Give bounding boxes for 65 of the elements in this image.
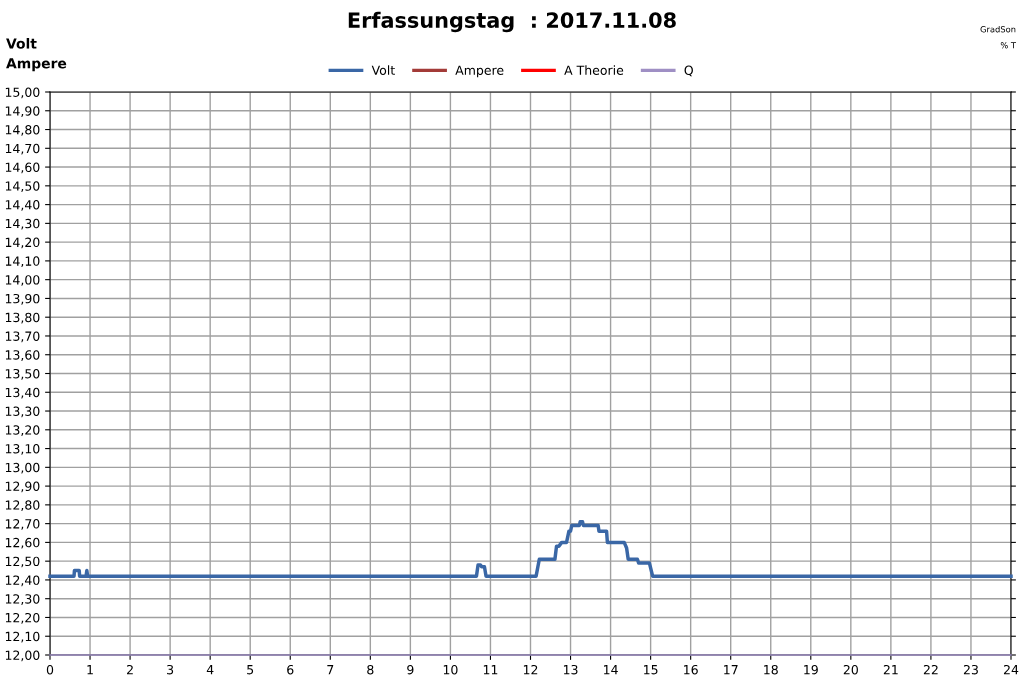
- x-tick-label: 3: [167, 664, 174, 675]
- x-tick-label: 2: [127, 664, 133, 675]
- y-tick-label: 13,20: [5, 425, 40, 436]
- y-tick-label: 12,20: [5, 612, 40, 624]
- x-tick-label: 6: [287, 664, 294, 675]
- x-tick-label: 16: [684, 664, 698, 675]
- y-tick-label: 12,00: [5, 650, 40, 662]
- y-tick-label: 13,60: [5, 350, 40, 361]
- y-tick-label: 12,50: [5, 556, 40, 568]
- y-tick-label: 12,60: [5, 537, 40, 549]
- x-tick-label: 24: [1003, 664, 1019, 675]
- y-tick-label: 14,50: [5, 181, 40, 193]
- y-tick-label: 14,30: [5, 218, 40, 230]
- y-tick-label: 14,60: [5, 162, 40, 174]
- x-tick-label: 0: [46, 664, 54, 675]
- x-tick-label: 18: [764, 664, 778, 675]
- x-tick-label: 7: [327, 665, 334, 675]
- y-tick-label: 12,10: [5, 631, 40, 643]
- y-tick-label: 13,70: [5, 331, 40, 343]
- x-tick-label: 4: [206, 665, 214, 675]
- x-tick-label: 22: [923, 664, 938, 675]
- y-tick-label: 13,90: [5, 293, 40, 305]
- y-tick-label: 12,80: [5, 500, 40, 512]
- legend-label: Q: [684, 65, 693, 77]
- legend-label: Ampere: [455, 65, 504, 78]
- x-tick-label: 11: [483, 665, 498, 675]
- legend-label: A Theorie: [564, 65, 624, 75]
- y-tick-label: 12,30: [5, 594, 40, 605]
- x-tick-label: 10: [443, 664, 458, 675]
- x-tick-label: 1: [87, 665, 93, 675]
- x-tick-label: 9: [407, 664, 414, 675]
- x-tick-label: 15: [644, 665, 658, 675]
- x-tick-label: 20: [843, 664, 858, 675]
- y-tick-label: 14,20: [5, 237, 40, 249]
- y-tick-label: 14,40: [5, 200, 40, 211]
- x-tick-label: 13: [563, 664, 578, 675]
- x-tick-label: 12: [523, 664, 538, 675]
- y-tick-label: 13,30: [5, 406, 40, 418]
- x-tick-label: 19: [804, 664, 818, 675]
- y-tick-label: 13,00: [5, 462, 40, 474]
- legend-label: Volt: [371, 65, 395, 75]
- y-tick-label: 13,10: [5, 444, 40, 455]
- y-tick-label: 14,70: [5, 143, 40, 155]
- y-axis-title: Volt Ampere: [6, 38, 67, 72]
- y-tick-label: 12,90: [5, 481, 40, 493]
- y-tick-label: 14,10: [5, 256, 40, 268]
- line-series: [48, 520, 1013, 578]
- y-tick-label: 15,00: [5, 87, 40, 99]
- y-tick-label: 12,70: [5, 519, 40, 530]
- y-tick-label: 13,80: [5, 312, 40, 324]
- x-tick-label: 14: [604, 665, 618, 675]
- x-tick-label: 8: [367, 664, 374, 675]
- y-tick-label: 13,40: [5, 387, 40, 399]
- text: GradSon: [980, 25, 1016, 33]
- chart-title: Erfassungstag : 2017.11.08: [348, 11, 676, 33]
- x-tick-label: 5: [247, 665, 254, 675]
- x-tick-label: 17: [724, 665, 738, 675]
- y-tick-label: 14,80: [5, 125, 40, 136]
- text: % T: [1000, 42, 1017, 49]
- y-tick-label: 13,50: [5, 368, 40, 380]
- x-tick-label: 23: [963, 664, 978, 675]
- y-tick-label: 14,00: [5, 275, 40, 286]
- x-tick-label: 21: [883, 664, 898, 675]
- y-tick-label: 14,90: [5, 106, 40, 117]
- y-tick-label: 12,40: [5, 575, 40, 587]
